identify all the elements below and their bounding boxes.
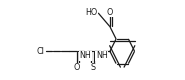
Text: O: O [107,8,113,17]
Text: NH: NH [96,51,108,60]
Text: S: S [91,63,96,72]
Text: HO: HO [85,8,98,17]
Text: NH: NH [79,51,91,60]
Text: Cl: Cl [36,47,44,56]
Text: O: O [74,63,80,72]
